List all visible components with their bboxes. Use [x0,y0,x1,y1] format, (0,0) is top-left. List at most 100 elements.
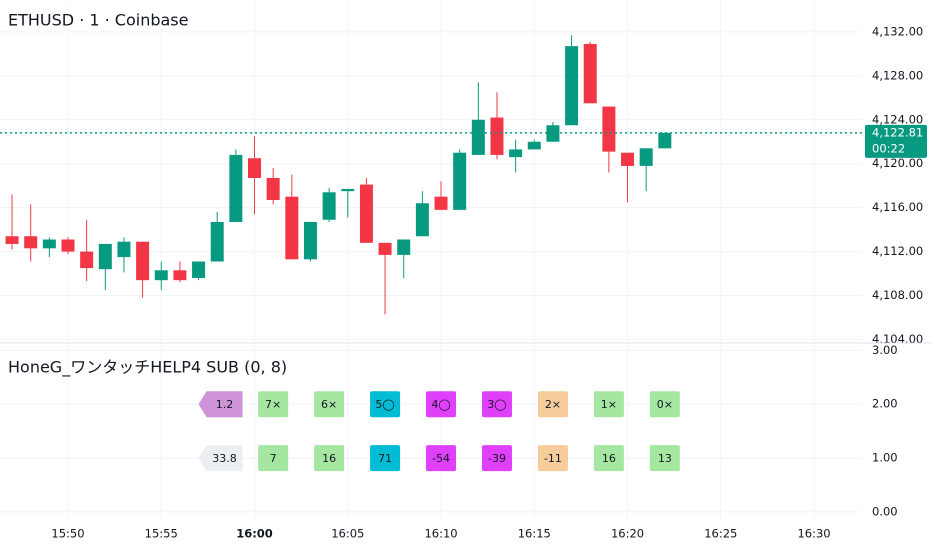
label-text: 2× [545,398,561,411]
candle-body [415,203,429,237]
x-tick-label: 15:55 [145,527,178,541]
x-tick-label: 15:50 [51,527,84,541]
label-box [370,445,401,472]
x-tick-label: 16:25 [704,527,737,541]
y-tick-label: 4,128.00 [872,68,923,82]
label-text: 71 [378,452,392,465]
x-tick-label: 16:05 [331,527,364,541]
candle-body [639,148,653,166]
candle-body [471,119,485,155]
label-box [370,391,401,418]
y-tick-label: 4,108.00 [872,288,923,302]
candle-body [621,152,635,166]
x-tick-label: 16:15 [518,527,551,541]
label-box [258,391,289,418]
candle-body [210,221,224,262]
candle-body [378,242,392,255]
last-price-label: 4,122.81 [872,125,923,139]
candle-body [285,196,299,260]
label-box [481,391,512,418]
label-box [426,445,457,472]
y-tick-label: 4,132.00 [872,24,923,38]
label-text: 6× [321,398,337,411]
candle-body [24,236,38,249]
label-text: 7 [270,452,277,465]
candle-body [5,236,19,244]
y-tick-label: 1.00 [872,451,898,465]
candle-body [303,221,317,260]
label-box [649,445,680,472]
candle-body [192,261,206,278]
label-box [198,445,243,472]
label-text: 33.8 [212,452,237,465]
candle-body [266,177,280,200]
label-text: -54 [432,452,450,465]
y-tick-label: 4,104.00 [872,332,923,346]
candle-body [527,141,541,150]
label-box [314,445,345,472]
label-box [537,445,568,472]
candle-body [397,239,411,255]
candle-body [136,241,150,281]
label-text: 1.2 [216,398,234,411]
label-box [314,391,345,418]
candle-body [42,239,56,249]
candle-body [434,196,448,210]
label-text: -11 [544,452,562,465]
y-tick-label: 4,124.00 [872,112,923,126]
label-text: 0× [657,398,673,411]
label-box [593,391,624,418]
label-box [537,391,568,418]
label-text: 1× [601,398,617,411]
label-text: 5◯ [375,398,394,411]
candle-body [453,152,467,210]
candle-body [248,158,262,178]
candle-body [154,270,168,281]
y-tick-label: 3.00 [872,343,898,357]
label-box [593,445,624,472]
candle-body [509,149,523,158]
candle-body [658,132,672,149]
label-text: 13 [658,452,672,465]
candle-body [80,251,94,269]
candle-body [490,117,504,155]
candle-body [229,154,243,222]
last-price-box [865,124,927,158]
candle-body [341,188,355,192]
y-tick-label: 4,116.00 [872,200,923,214]
candle-body [173,270,187,281]
label-text: 16 [602,452,616,465]
label-box [481,445,512,472]
candle-body [546,125,560,142]
label-text: 16 [322,452,336,465]
y-tick-label: 0.00 [872,504,898,518]
label-text: 4◯ [431,398,450,411]
candle-body [602,106,616,152]
label-box [258,445,289,472]
label-text: 3◯ [487,398,506,411]
label-text: 7× [265,398,281,411]
title-bg [0,3,190,29]
label-box [426,391,457,418]
label-box [649,391,680,418]
x-tick-label: 16:10 [424,527,457,541]
y-tick-label: 4,112.00 [872,244,923,258]
candle-body [117,241,131,258]
label-box [198,391,243,418]
candle-body [322,192,336,220]
countdown-label: 00:22 [872,141,905,155]
label-text: -39 [488,452,506,465]
x-tick-label: 16:00 [236,527,273,541]
candle-body [359,184,373,243]
x-tick-label: 16:20 [611,527,644,541]
chart-title: ETHUSD · 1 · Coinbase [8,11,188,30]
indicator-title: HoneG_ワンタッチHELP4 SUB (0, 8) [8,358,287,378]
candle-body [583,43,597,104]
candle-body [98,243,112,270]
candle-body [61,239,75,252]
y-tick-label: 4,120.00 [872,156,923,170]
candle-body [565,46,579,126]
x-tick-label: 16:30 [797,527,830,541]
y-tick-label: 2.00 [872,397,898,411]
